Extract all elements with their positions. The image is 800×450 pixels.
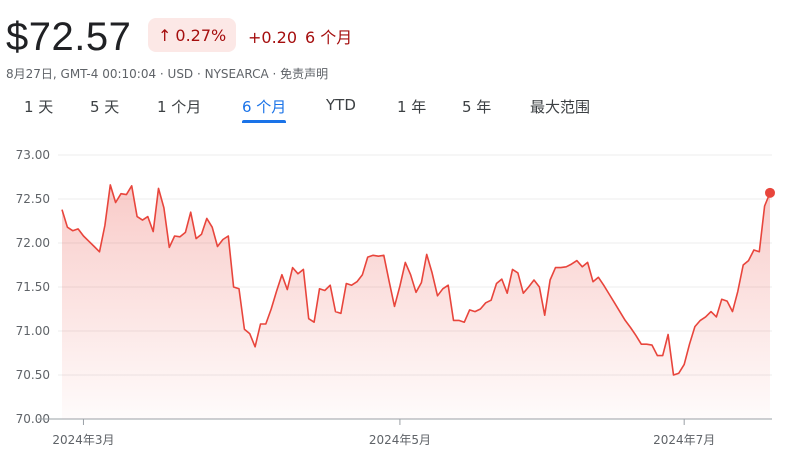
tab-range-1[interactable]: 5 天	[90, 96, 119, 117]
tab-range-0[interactable]: 1 天	[24, 96, 53, 117]
tab-range-2[interactable]: 1 个月	[157, 96, 201, 117]
tab-range-3[interactable]: 6 个月	[242, 96, 287, 123]
x-tick-label: 2024年5月	[369, 433, 431, 447]
tab-range-4[interactable]: YTD	[326, 96, 356, 114]
absolute-change-value: +0.20	[248, 28, 298, 47]
tab-label: 最大范围	[530, 98, 591, 116]
tab-label: YTD	[326, 96, 356, 114]
quote-meta: 8月27日, GMT-4 00:10:04 · USD · NYSEARCA ·…	[6, 67, 329, 81]
tab-label: 5 天	[90, 98, 120, 116]
tab-label: 1 个月	[157, 98, 202, 116]
percent-change-value: 0.27%	[175, 25, 227, 45]
price-line	[61, 184, 771, 376]
tab-label: 5 年	[462, 98, 492, 116]
range-tabs: 1 天 5 天 1 个月 6 个月 YTD 1 年 5 年 最大范围	[0, 96, 800, 123]
y-tick-label: 71.50	[16, 280, 50, 294]
tab-label: 6 个月	[242, 98, 287, 116]
y-tick-label: 71.00	[16, 324, 50, 338]
change-period-label: 6 个月	[305, 28, 353, 47]
percent-change-badge: ↑ 0.27%	[148, 18, 237, 52]
price-area	[62, 184, 770, 419]
y-tick-label: 73.00	[16, 148, 50, 162]
active-tab-underline	[242, 120, 287, 123]
y-tick-label: 70.50	[16, 368, 50, 382]
x-tick-label: 2024年3月	[52, 433, 114, 447]
arrow-up-icon: ↑	[158, 25, 172, 45]
current-price: $72.57	[6, 15, 132, 59]
last-price-marker	[765, 187, 775, 198]
tab-label: 1 天	[24, 98, 54, 116]
y-tick-label: 72.00	[16, 236, 50, 250]
tab-range-6[interactable]: 5 年	[462, 96, 491, 117]
tab-range-7[interactable]: 最大范围	[530, 96, 590, 117]
y-tick-label: 72.50	[16, 192, 50, 206]
tab-label: 1 年	[397, 98, 427, 116]
absolute-change: +0.20 6 个月	[248, 24, 352, 48]
x-tick-label: 2024年7月	[653, 433, 715, 447]
y-tick-label: 70.00	[16, 412, 50, 426]
tab-range-5[interactable]: 1 年	[397, 96, 426, 117]
